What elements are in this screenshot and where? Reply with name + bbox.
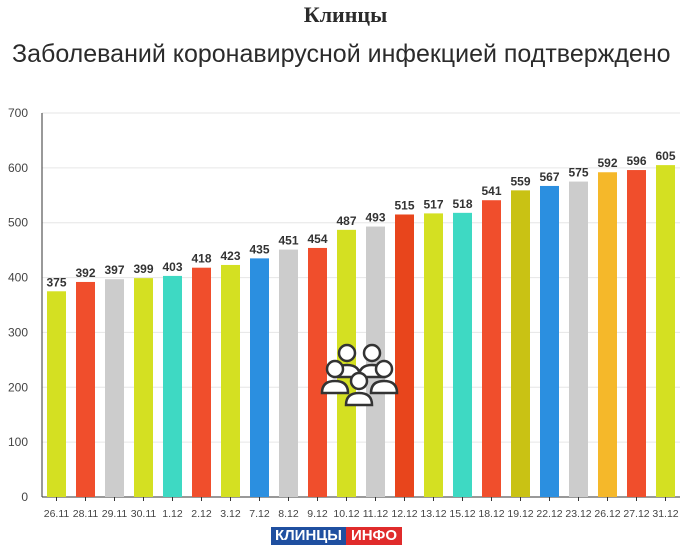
x-tick-label: 13.12 [420, 508, 446, 520]
data-label: 567 [539, 170, 559, 184]
bar [279, 249, 298, 497]
bar [308, 247, 327, 497]
y-tick-label: 100 [8, 435, 28, 449]
x-tick-label: 31.12 [652, 508, 678, 520]
x-tick-label: 11.12 [363, 508, 389, 520]
bar [192, 267, 211, 497]
bar [540, 185, 559, 497]
data-label: 451 [278, 234, 298, 248]
data-label: 515 [394, 198, 414, 212]
bar [105, 279, 124, 497]
x-tick-label: 26.12 [594, 508, 620, 520]
data-label: 392 [75, 266, 95, 280]
data-label: 487 [336, 214, 356, 228]
data-label: 518 [452, 197, 472, 211]
bar [221, 264, 240, 497]
data-label: 399 [133, 262, 153, 276]
bar [453, 212, 472, 497]
bar [250, 258, 269, 497]
x-tick-label: 15.12 [449, 508, 475, 520]
bar [569, 181, 588, 498]
y-tick-label: 400 [8, 271, 28, 285]
data-label: 397 [104, 263, 124, 277]
bar [47, 291, 66, 497]
bar [76, 281, 95, 497]
y-tick-label: 300 [8, 325, 28, 339]
bar [337, 229, 356, 498]
data-label: 418 [191, 252, 211, 266]
x-tick-label: 10.12 [333, 508, 359, 520]
bar [395, 214, 414, 497]
x-tick-label: 8.12 [278, 508, 299, 520]
y-tick-label: 700 [8, 106, 28, 120]
bar [163, 275, 182, 497]
bar [366, 226, 385, 497]
x-tick-label: 1.12 [162, 508, 183, 520]
bar [511, 190, 530, 497]
y-tick-label: 0 [21, 490, 28, 504]
x-tick-label: 2.12 [191, 508, 212, 520]
y-tick-label: 600 [8, 161, 28, 175]
x-tick-label: 7.12 [249, 508, 270, 520]
x-tick-label: 12.12 [391, 508, 417, 520]
data-label: 605 [655, 149, 675, 163]
bar [598, 172, 617, 497]
x-tick-label: 9.12 [307, 508, 328, 520]
data-label: 575 [568, 166, 588, 180]
data-label: 375 [46, 275, 66, 289]
people-group-icon [320, 343, 399, 407]
x-tick-label: 30.11 [131, 508, 157, 520]
x-tick-label: 23.12 [565, 508, 591, 520]
data-label: 596 [626, 154, 646, 168]
bars-group: 375 392 397 399 403 418 423 435 451 454 487 493 515 5… [46, 149, 676, 498]
y-tick-label: 200 [8, 380, 28, 394]
bar [424, 213, 443, 498]
x-tick-label: 27.12 [623, 508, 649, 520]
data-label: 435 [249, 242, 269, 256]
x-tick-label: 28.11 [73, 508, 99, 520]
data-label: 493 [365, 211, 385, 225]
y-tick-label: 500 [8, 216, 28, 230]
data-label: 517 [423, 197, 443, 211]
x-tick-label: 3.12 [220, 508, 241, 520]
logo-part-2: ИНФО [345, 527, 403, 545]
x-axis: 26.11 28.11 29.11 30.11 1.12 2.12 3.12 7.12 8.12… [44, 497, 679, 520]
chart-subtitle: Заболеваний коронавирусной инфекцией под… [12, 40, 671, 68]
data-label: 423 [220, 249, 240, 263]
data-label: 592 [597, 156, 617, 170]
data-label: 403 [162, 260, 182, 274]
bar [627, 170, 646, 497]
x-tick-label: 26.11 [44, 508, 70, 520]
data-label: 454 [307, 232, 327, 246]
x-tick-label: 18.12 [478, 508, 504, 520]
data-label: 559 [510, 174, 530, 188]
x-tick-label: 29.11 [102, 508, 128, 520]
x-tick-label: 19.12 [507, 508, 533, 520]
klintsy-info-logo: КЛИНЦЫ ИНФО [271, 527, 403, 545]
bar [482, 200, 501, 498]
bar [134, 278, 153, 497]
data-label: 541 [481, 184, 501, 198]
chart-title: Клинцы [303, 2, 388, 27]
bar [656, 165, 675, 497]
x-tick-label: 22.12 [536, 508, 562, 520]
logo-part-1: КЛИНЦЫ [271, 527, 346, 545]
y-axis: 0 100 200 300 400 500 600 700 [8, 106, 43, 504]
